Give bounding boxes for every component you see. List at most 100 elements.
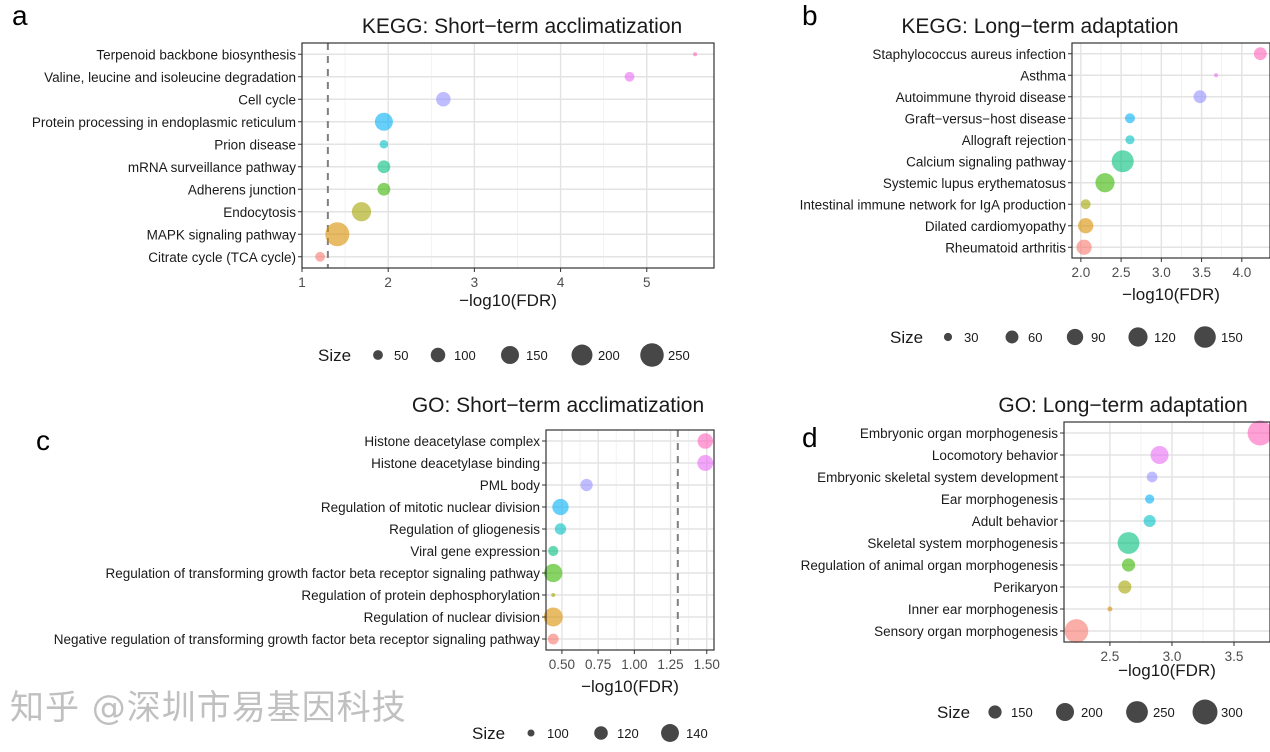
panel-c: c GO: Short−term acclimatization Histone d… <box>36 394 720 743</box>
y-tick-label: Regulation of transforming growth factor… <box>106 566 541 581</box>
y-tick-label: Prion disease <box>214 137 296 152</box>
y-tick-label: Allograft rejection <box>962 133 1066 148</box>
plot-border <box>1063 421 1270 643</box>
y-tick-label: Ear morphogenesis <box>941 492 1058 507</box>
legend-size-key <box>640 343 664 367</box>
x-tick-label: 5 <box>643 275 651 290</box>
legend-title: Size <box>318 346 351 365</box>
y-tick-label: Regulation of gliogenesis <box>389 522 540 537</box>
y-tick-label: Rheumatoid arthritis <box>945 240 1066 255</box>
y-tick-label: Asthma <box>1020 68 1066 83</box>
x-axis-label: −log10(FDR) <box>459 291 557 310</box>
x-tick-label: 3 <box>471 275 479 290</box>
size-legend: Size 30 60 90 120 150 <box>890 326 1243 348</box>
data-point <box>551 593 556 597</box>
panel-b: b KEGG: Long−term adaptation Staphylococcu… <box>800 0 1270 348</box>
size-legend: Size 150 200 250 300 <box>937 699 1243 725</box>
y-tick-label: mRNA surveillance pathway <box>128 160 296 175</box>
size-legend: Size 50 100 150 200 250 <box>318 343 690 367</box>
data-point <box>351 202 372 222</box>
legend-size-key <box>373 350 383 360</box>
chart-title: KEGG: Long−term adaptation <box>901 15 1178 38</box>
x-tick-label: 3.5 <box>1192 265 1211 280</box>
plot-background <box>302 43 714 268</box>
x-tick-label: 2.5 <box>1112 265 1131 280</box>
data-point <box>1247 420 1270 446</box>
data-point <box>1125 135 1135 145</box>
y-tick-label: Terpenoid backbone biosynthesis <box>96 47 296 62</box>
y-tick-label: Locomotory behavior <box>932 448 1059 463</box>
data-point <box>547 633 559 645</box>
watermark: 知乎 @深圳市易基因科技 <box>10 688 407 728</box>
data-point <box>1111 150 1134 173</box>
legend-size-key <box>661 724 679 742</box>
data-point <box>543 607 563 627</box>
y-tick-label: Regulation of protein dephosphorylation <box>301 588 540 603</box>
data-point <box>697 433 714 449</box>
data-point <box>1150 445 1169 465</box>
y-tick-label: Systemic lupus erythematosus <box>883 176 1066 191</box>
legend-label: 90 <box>1091 330 1105 345</box>
panel-letter: d <box>802 422 818 453</box>
x-tick-label: 4 <box>557 275 565 290</box>
panel-letter: b <box>802 0 818 31</box>
data-point <box>1145 494 1155 504</box>
legend-title: Size <box>937 703 970 722</box>
data-point <box>552 498 569 516</box>
data-point <box>697 455 714 471</box>
legend-size-key <box>988 705 1002 719</box>
y-tick-label: Regulation of mitotic nuclear division <box>321 500 540 515</box>
legend-label: 150 <box>1221 330 1243 345</box>
legend-label: 150 <box>526 348 548 363</box>
y-tick-label: PML body <box>480 478 541 493</box>
data-point <box>377 182 391 196</box>
legend-size-key <box>1126 701 1148 723</box>
size-legend: Size 100 120 140 <box>472 724 708 743</box>
legend-label: 100 <box>547 726 569 741</box>
y-tick-label: Intestinal immune network for IgA produc… <box>800 197 1066 212</box>
legend-label: 60 <box>1028 330 1042 345</box>
data-point <box>1107 606 1113 612</box>
chart-title: GO: Short−term acclimatization <box>412 394 704 417</box>
data-point <box>693 52 698 57</box>
y-tick-label: Sensory organ morphogenesis <box>874 624 1058 639</box>
legend-label: 50 <box>394 348 408 363</box>
y-tick-label: Negative regulation of transforming grow… <box>54 632 541 647</box>
y-tick-label: Regulation of nuclear division <box>364 610 540 625</box>
legend-size-key <box>1066 328 1084 346</box>
y-tick-label: Cell cycle <box>238 92 296 107</box>
y-tick-label: Valine, leucine and isoleucine degradati… <box>44 70 296 85</box>
plot-border <box>301 42 715 269</box>
legend-size-key <box>1005 330 1019 344</box>
legend-title: Size <box>890 328 923 347</box>
legend-label: 300 <box>1221 705 1243 720</box>
legend-title: Size <box>472 724 505 743</box>
panel-d: d GO: Long−term adaptation Embryonic organ… <box>801 394 1270 725</box>
data-point <box>1253 47 1267 61</box>
data-point <box>1124 113 1135 124</box>
legend-size-key <box>500 345 520 365</box>
panel-letter: a <box>12 0 28 31</box>
legend-label: 120 <box>617 726 639 741</box>
data-point <box>1121 558 1136 572</box>
legend-size-key <box>1194 326 1216 348</box>
y-tick-label: Protein processing in endoplasmic reticu… <box>32 115 296 130</box>
y-tick-label: Inner ear morphogenesis <box>908 602 1058 617</box>
legend-label: 30 <box>964 330 978 345</box>
legend-label: 120 <box>1154 330 1176 345</box>
data-point <box>1080 199 1091 210</box>
legend-label: 200 <box>1081 705 1103 720</box>
plot-border <box>1071 42 1270 259</box>
y-tick-label: Perikaryon <box>993 580 1058 595</box>
plot-background <box>1072 43 1270 258</box>
data-point <box>1076 239 1092 255</box>
plot-background <box>546 430 714 650</box>
legend-label: 200 <box>598 348 620 363</box>
data-point <box>1193 90 1207 104</box>
legend-size-key <box>1128 327 1148 347</box>
y-tick-label: Histone deacetylase binding <box>371 456 540 471</box>
data-point <box>1143 514 1156 528</box>
x-tick-label: 1.00 <box>621 657 647 672</box>
x-axis-label: −log10(FDR) <box>1122 285 1220 304</box>
